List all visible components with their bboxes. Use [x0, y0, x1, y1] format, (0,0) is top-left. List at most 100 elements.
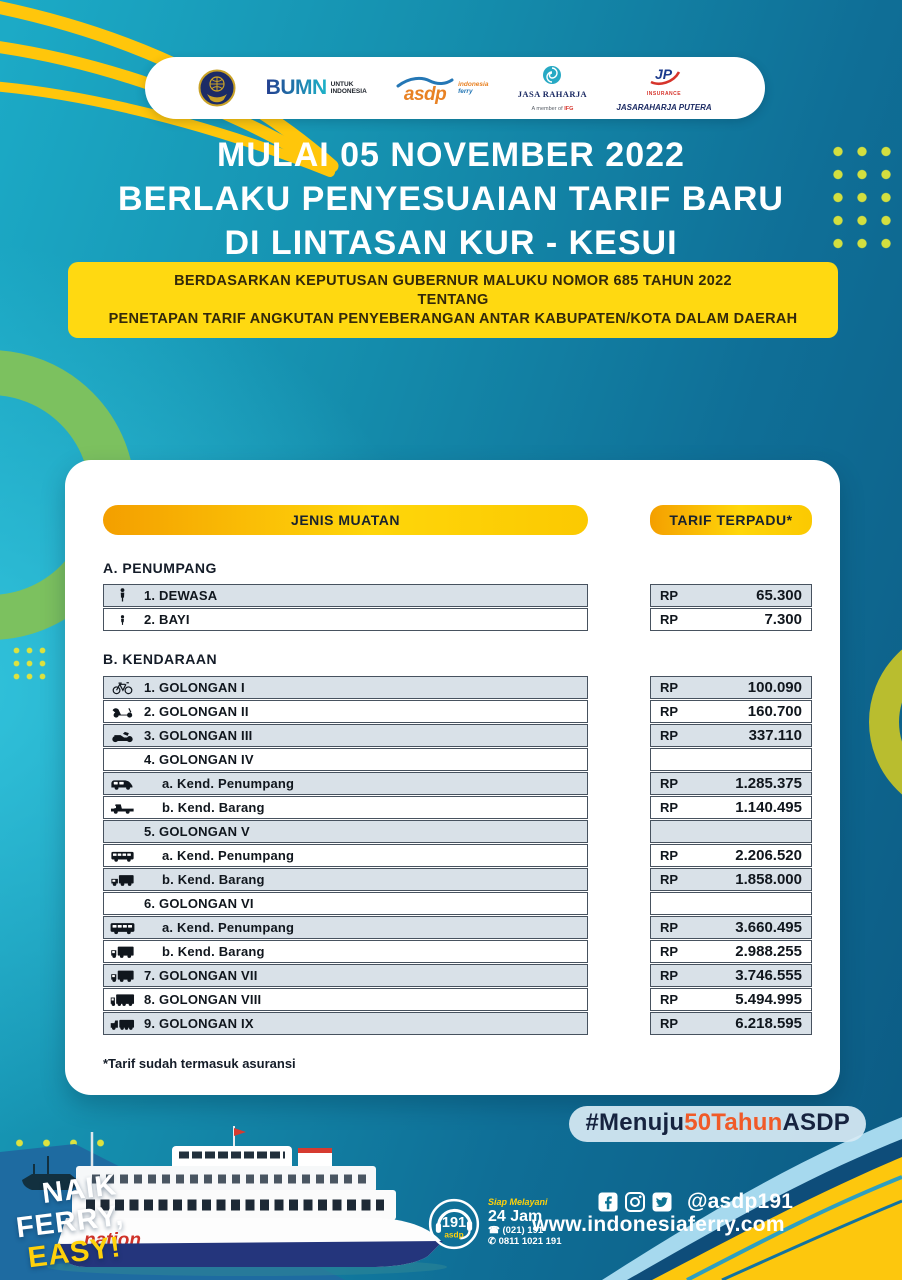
column-header-jenis-muatan: JENIS MUATAN — [103, 505, 588, 535]
truck-icon — [104, 871, 140, 888]
table-row: a. Kend. Penumpang RP 1.285.375 — [103, 772, 812, 795]
row-label: a. Kend. Penumpang — [162, 776, 295, 791]
table-row: b. Kend. Barang RP 1.140.495 — [103, 796, 812, 819]
currency-label: RP — [660, 872, 679, 887]
row-label-cell: 1. DEWASA — [103, 584, 588, 607]
call-center-badge: 191 asdp — [426, 1196, 482, 1257]
bigtruck-icon — [104, 991, 140, 1008]
facebook-icon — [598, 1192, 618, 1212]
row-label-cell: a. Kend. Penumpang — [103, 916, 588, 939]
row-price-cell: RP 2.206.520 — [650, 844, 812, 867]
row-label: 4. GOLONGAN IV — [144, 752, 254, 767]
row-label: a. Kend. Penumpang — [162, 848, 295, 863]
currency-label: RP — [660, 776, 679, 791]
jasa-raharja-wordmark: JASA RAHARJA — [517, 88, 588, 99]
table-row: 3. GOLONGAN III RP 337.110 — [103, 724, 812, 747]
row-price-cell: RP 160.700 — [650, 700, 812, 723]
pickup-icon — [104, 799, 140, 816]
row-label: 2. BAYI — [144, 612, 190, 627]
service-info: Siap Melayani 24 Jam ☎ (021) 191 ✆ 0811 … — [488, 1197, 561, 1247]
ferry-ship-illustration: nation — [22, 1126, 447, 1276]
service-hours: 24 Jam — [488, 1208, 543, 1225]
passenger-rows: 1. DEWASA RP 65.300 2. BAYI RP 7.300 — [103, 584, 812, 632]
jp-monogram-icon: JP — [650, 66, 681, 85]
price-value: 65.300 — [756, 587, 802, 604]
hashtag-part3: ASDP — [782, 1109, 850, 1136]
bicycle-icon — [104, 679, 140, 696]
decree-line-2: TENTANG — [417, 291, 489, 308]
price-value: 3.660.495 — [735, 919, 802, 936]
row-price-cell: RP 100.090 — [650, 676, 812, 699]
row-label-cell: 1. GOLONGAN I — [103, 676, 588, 699]
scooter-icon — [104, 703, 140, 720]
table-row: 7. GOLONGAN VII RP 3.746.555 — [103, 964, 812, 987]
table-row: 2. BAYI RP 7.300 — [103, 608, 812, 631]
tariff-card: JENIS MUATAN TARIF TERPADU* A. PENUMPANG… — [65, 460, 840, 1095]
row-label: 8. GOLONGAN VIII — [144, 992, 262, 1007]
social-row: @asdp191 — [598, 1190, 793, 1214]
bumn-tagline: UNTUK INDONESIA — [330, 80, 367, 96]
jp-insurance-label: INSURANCE — [646, 91, 682, 97]
price-value: 2.988.255 — [735, 943, 802, 960]
currency-label: RP — [660, 968, 679, 983]
jasa-raharja-emblem-icon — [543, 65, 562, 84]
price-value: 160.700 — [747, 703, 802, 720]
row-label: b. Kend. Barang — [162, 944, 265, 959]
price-value: 1.140.495 — [735, 799, 802, 816]
row-label-cell: 2. GOLONGAN II — [103, 700, 588, 723]
table-row: 8. GOLONGAN VIII RP 5.494.995 — [103, 988, 812, 1011]
row-label-cell: 6. GOLONGAN VI — [103, 892, 588, 915]
twitter-icon — [652, 1192, 672, 1212]
dots-row-bottom-left — [6, 1136, 116, 1150]
price-value: 1.285.375 — [735, 775, 802, 792]
table-row: 1. DEWASA RP 65.300 — [103, 584, 812, 607]
decree-line-3: PENETAPAN TARIF ANGKUTAN PENYEBERANGAN A… — [108, 310, 798, 327]
decree-banner: BERDASARKAN KEPUTUSAN GUBERNUR MALUKU NO… — [68, 262, 838, 338]
row-price-cell: RP 3.746.555 — [650, 964, 812, 987]
row-price-cell — [650, 820, 812, 843]
dots-grid-right — [826, 140, 900, 256]
title-line-2: BERLAKU PENYESUAIAN TARIF BARU — [118, 180, 784, 218]
phone-icon: ☎ — [488, 1225, 500, 1236]
minibus-icon — [104, 847, 140, 864]
yellow-swoosh-bottom-right — [602, 1117, 902, 1280]
motorcycle-icon — [104, 727, 140, 744]
row-price-cell — [650, 892, 812, 915]
section-penumpang: A. PENUMPANG — [103, 560, 217, 576]
row-label: 3. GOLONGAN III — [144, 728, 253, 743]
asdp-logo: asdp indonesia ferry — [396, 76, 488, 104]
currency-label: RP — [660, 944, 679, 959]
row-label-cell: 9. GOLONGAN IX — [103, 1012, 588, 1035]
row-label: 2. GOLONGAN II — [144, 704, 249, 719]
jp-wordmark: JASARAHARJA PUTERA — [616, 103, 712, 112]
title-line-1: MULAI 05 NOVEMBER 2022 — [217, 136, 685, 174]
jasa-raharja-member: A member of IFG — [531, 105, 574, 112]
row-price-cell: RP 3.660.495 — [650, 916, 812, 939]
column-header-tarif-terpadu: TARIF TERPADU* — [650, 505, 812, 535]
slogan: NAIK FERRY, EASY! — [11, 1169, 130, 1275]
table-row: 6. GOLONGAN VI — [103, 892, 812, 915]
table-row: 2. GOLONGAN II RP 160.700 — [103, 700, 812, 723]
row-label-cell: b. Kend. Barang — [103, 796, 588, 819]
vehicle-rows: 1. GOLONGAN I RP 100.090 2. GOLONGAN II RP 16… — [103, 676, 812, 1036]
row-label: a. Kend. Penumpang — [162, 920, 295, 935]
row-price-cell: RP 1.858.000 — [650, 868, 812, 891]
row-price-cell: RP 1.140.495 — [650, 796, 812, 819]
hashtag-part1: #Menuju — [585, 1109, 685, 1136]
row-label: 5. GOLONGAN V — [144, 824, 250, 839]
service-whatsapp: 0811 1021 191 — [498, 1236, 562, 1247]
kemenhub-logo-icon — [198, 69, 236, 107]
table-row: a. Kend. Penumpang RP 2.206.520 — [103, 844, 812, 867]
title-line-3: DI LINTASAN KUR - KESUI — [224, 224, 678, 262]
table-row: 5. GOLONGAN V — [103, 820, 812, 843]
call-badge-brand: asdp — [444, 1229, 463, 1239]
website-url: www.indonesiaferry.com — [532, 1213, 785, 1236]
currency-label: RP — [660, 1016, 679, 1031]
row-price-cell: RP 7.300 — [650, 608, 812, 631]
row-label-cell: 4. GOLONGAN IV — [103, 748, 588, 771]
row-price-cell: RP 65.300 — [650, 584, 812, 607]
boxtruck-icon — [104, 943, 140, 960]
row-label-cell: 3. GOLONGAN III — [103, 724, 588, 747]
currency-label: RP — [660, 728, 679, 743]
jasa-raharja-logo: JASA RAHARJA A member of IFG — [518, 65, 587, 112]
